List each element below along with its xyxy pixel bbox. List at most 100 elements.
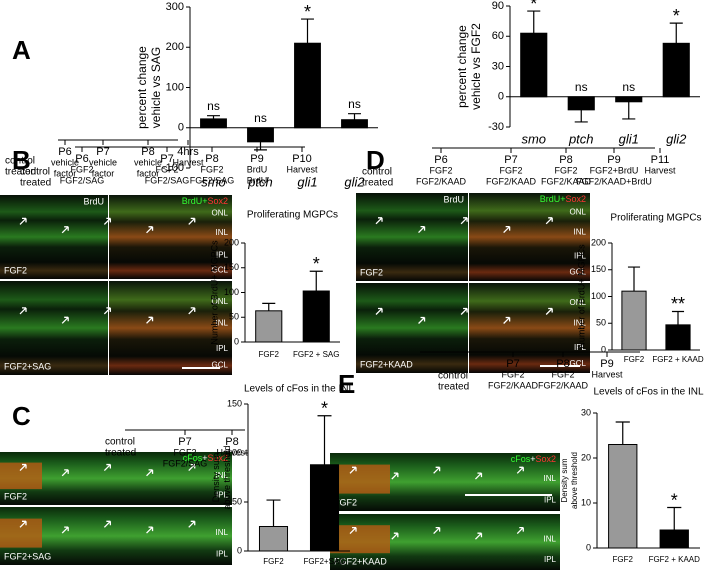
arrow	[460, 307, 468, 315]
y-tick-label: 10	[581, 497, 591, 507]
stain-label: cFos+Sox2	[511, 454, 556, 464]
x-tick-label: ptch	[247, 174, 273, 189]
y-tick-label: 200	[166, 41, 184, 53]
error-bar	[615, 421, 630, 445]
arrow	[349, 526, 357, 535]
micrograph	[356, 283, 468, 373]
step-label: BrdU	[247, 164, 268, 174]
step-label: FGF2+BrdU	[590, 165, 639, 175]
condition-label: FGF2	[360, 267, 383, 277]
arrow	[418, 225, 426, 234]
error-bar	[574, 109, 588, 123]
panel-letter: E	[338, 369, 355, 399]
layer-label: IPL	[216, 251, 229, 260]
bar	[294, 42, 321, 129]
arrow	[103, 520, 112, 528]
error-bar	[262, 302, 276, 311]
group-label: treated	[362, 178, 393, 189]
step-label: factor	[92, 168, 115, 178]
arrow	[545, 217, 553, 225]
micrograph	[0, 195, 108, 279]
x-tick-label: FGF2 + KAAD	[652, 355, 704, 364]
x-tick-label: FGF2 + KAAD	[649, 555, 701, 564]
step-label: FGF2/SAG	[163, 458, 208, 468]
arrow	[433, 526, 441, 535]
y-tick-label: 300	[166, 1, 184, 13]
bar	[659, 529, 689, 549]
step-label: P7	[160, 153, 173, 165]
y-tick-label: 60	[492, 30, 504, 42]
layer-label: IPL	[216, 491, 229, 500]
step-label: FGF2	[200, 164, 223, 174]
y-tick-label: 20	[581, 452, 591, 462]
annotation: *	[313, 254, 320, 274]
layer-label: INL	[544, 474, 557, 483]
stain-part: +	[202, 453, 207, 463]
step-label: FGF2	[173, 447, 196, 457]
arrow	[146, 469, 154, 477]
arrow	[61, 226, 69, 234]
layer-label: INL	[574, 319, 587, 328]
bar	[608, 444, 638, 549]
y-tick-label: 150	[224, 262, 239, 272]
layer-label: IPL	[574, 343, 587, 352]
step-label: vehicle	[134, 157, 162, 167]
y-tick-label: 50	[229, 312, 239, 322]
arrow	[146, 526, 154, 534]
arrow	[19, 217, 27, 225]
arrow	[503, 225, 511, 234]
step-label: FGF2	[429, 165, 452, 175]
arrow	[103, 463, 112, 472]
error-bar	[309, 270, 323, 292]
step-label: FGF2/SAG	[145, 175, 190, 185]
bar	[200, 118, 227, 129]
chart-title: Proliferating MGPCs	[610, 213, 701, 224]
x-tick-label: ptch	[568, 131, 594, 146]
y-tick-label: 0	[178, 122, 184, 134]
step-label: Harvest	[216, 447, 248, 457]
bar	[615, 96, 643, 103]
layer-label: IPL	[544, 496, 557, 505]
panel-letter: D	[366, 145, 385, 175]
step-label: P8	[205, 153, 218, 165]
step-label: P11	[651, 154, 670, 166]
step-label: FGF2	[155, 164, 178, 174]
step-label: P7	[506, 358, 519, 370]
arrow	[391, 532, 399, 540]
arrow	[61, 316, 69, 324]
step-label: vehicle	[89, 157, 117, 167]
step-label: FGF2/KAAD	[486, 176, 537, 186]
group-label: control	[105, 437, 135, 448]
y-tick-label: 50	[596, 318, 606, 328]
micrograph-region	[330, 464, 390, 494]
error-bar	[207, 115, 220, 119]
y-tick-label: 100	[224, 287, 239, 297]
step-label: vehicle	[51, 157, 79, 167]
arrow	[61, 469, 69, 477]
x-tick-label: FGF2	[624, 355, 645, 364]
arrow	[375, 307, 383, 315]
y-tick-label: 100	[227, 447, 242, 457]
annotation: *	[673, 6, 680, 26]
layer-label: IPL	[574, 251, 587, 260]
arrow	[433, 466, 441, 474]
x-tick-label: FGF2 + SAG	[293, 350, 339, 359]
y-axis-label: percent change	[135, 46, 149, 129]
step-label: FGF2/SAG	[60, 175, 105, 185]
group-label: control	[5, 156, 35, 167]
y-tick-label: 90	[492, 0, 504, 12]
x-tick-label: gli1	[297, 174, 317, 189]
y-axis-label: above threshold	[222, 445, 232, 509]
error-bar	[627, 266, 641, 292]
step-label: FGF2	[70, 164, 93, 174]
condition-label: FGF2	[4, 491, 27, 501]
arrow	[188, 463, 196, 472]
arrow	[474, 472, 483, 480]
arrow	[61, 526, 69, 534]
arrow	[146, 226, 154, 234]
group-label: control	[438, 371, 468, 382]
step-label: P8	[556, 358, 569, 370]
step-label: P6	[434, 154, 447, 166]
layer-label: INL	[544, 534, 557, 543]
